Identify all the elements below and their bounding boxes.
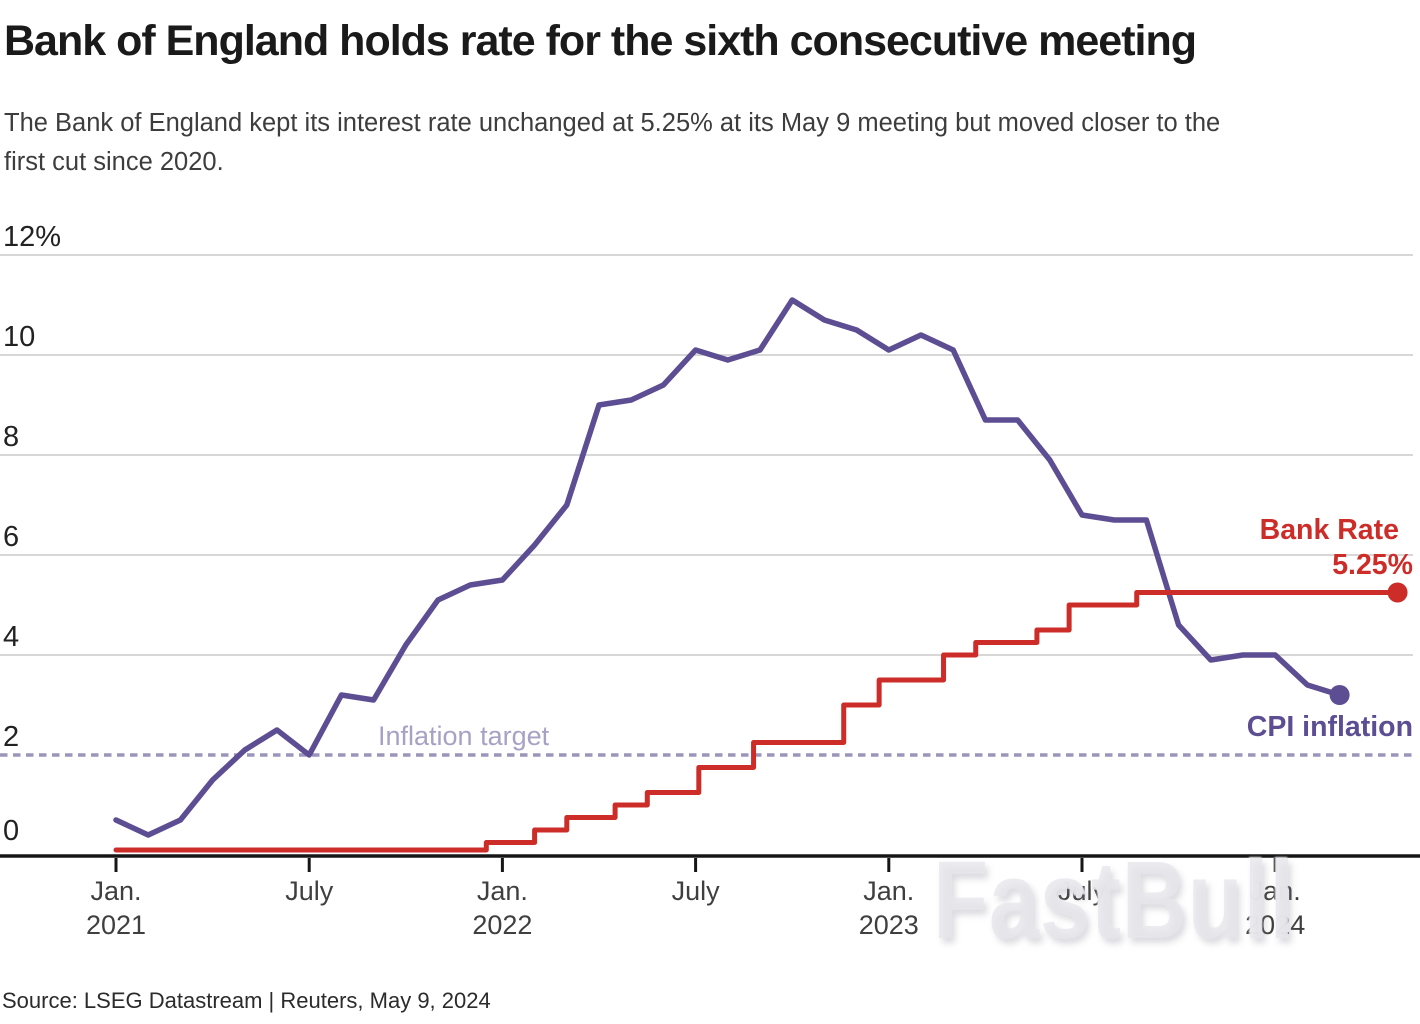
x-tick-label: Jan.	[90, 876, 141, 906]
x-tick-label: Jan.	[477, 876, 528, 906]
x-tick-label: July	[285, 876, 334, 906]
y-tick-label: 0	[3, 815, 19, 847]
bank-rate-value: 5.25%	[1332, 549, 1413, 581]
y-axis-labels: 12% 10 8 6 4 2 0	[3, 221, 61, 847]
source-line: Source: LSEG Datastream | Reuters, May 9…	[2, 988, 491, 1013]
y-tick-label: 4	[3, 621, 19, 653]
cpi-inflation-label: CPI inflation	[1247, 711, 1413, 743]
subtitle-line-2: first cut since 2020.	[4, 148, 224, 176]
subtitle-line-1: The Bank of England kept its interest ra…	[4, 109, 1221, 137]
bank-rate-end-dot	[1387, 582, 1408, 603]
y-tick-label: 12%	[3, 221, 61, 253]
bank-rate-label: Bank Rate	[1260, 514, 1399, 546]
cpi-end-dot	[1329, 685, 1350, 705]
x-axis	[0, 854, 1420, 872]
x-axis-labels: Jan. 2021 July Jan. 2022 July Jan. 2023 July Jan.…	[86, 876, 1305, 940]
y-tick-label: 10	[3, 321, 35, 353]
page-title: Bank of England holds rate for the sixth…	[4, 17, 1197, 65]
y-tick-label: 2	[3, 721, 19, 753]
x-tick-label: July	[1058, 876, 1107, 906]
x-tick-label: July	[672, 876, 721, 906]
x-tick-label-year: 2023	[859, 910, 919, 940]
x-tick-label-year: 2021	[86, 910, 146, 940]
cpi-line	[113, 297, 1343, 838]
x-tick-label-year: 2022	[472, 910, 532, 940]
series-lines	[113, 297, 1408, 853]
bank-rate-step-line	[113, 590, 1401, 853]
x-tick-label: Jan.	[863, 876, 914, 906]
gridlines	[0, 254, 1413, 656]
y-tick-label: 8	[3, 421, 19, 453]
y-tick-label: 6	[3, 521, 19, 553]
inflation-target-label: Inflation target	[378, 721, 550, 751]
x-tick-label-year: 2024	[1245, 910, 1305, 940]
x-tick-label: Jan.	[1250, 876, 1301, 906]
page-subtitle: The Bank of England kept its interest ra…	[4, 104, 1404, 182]
